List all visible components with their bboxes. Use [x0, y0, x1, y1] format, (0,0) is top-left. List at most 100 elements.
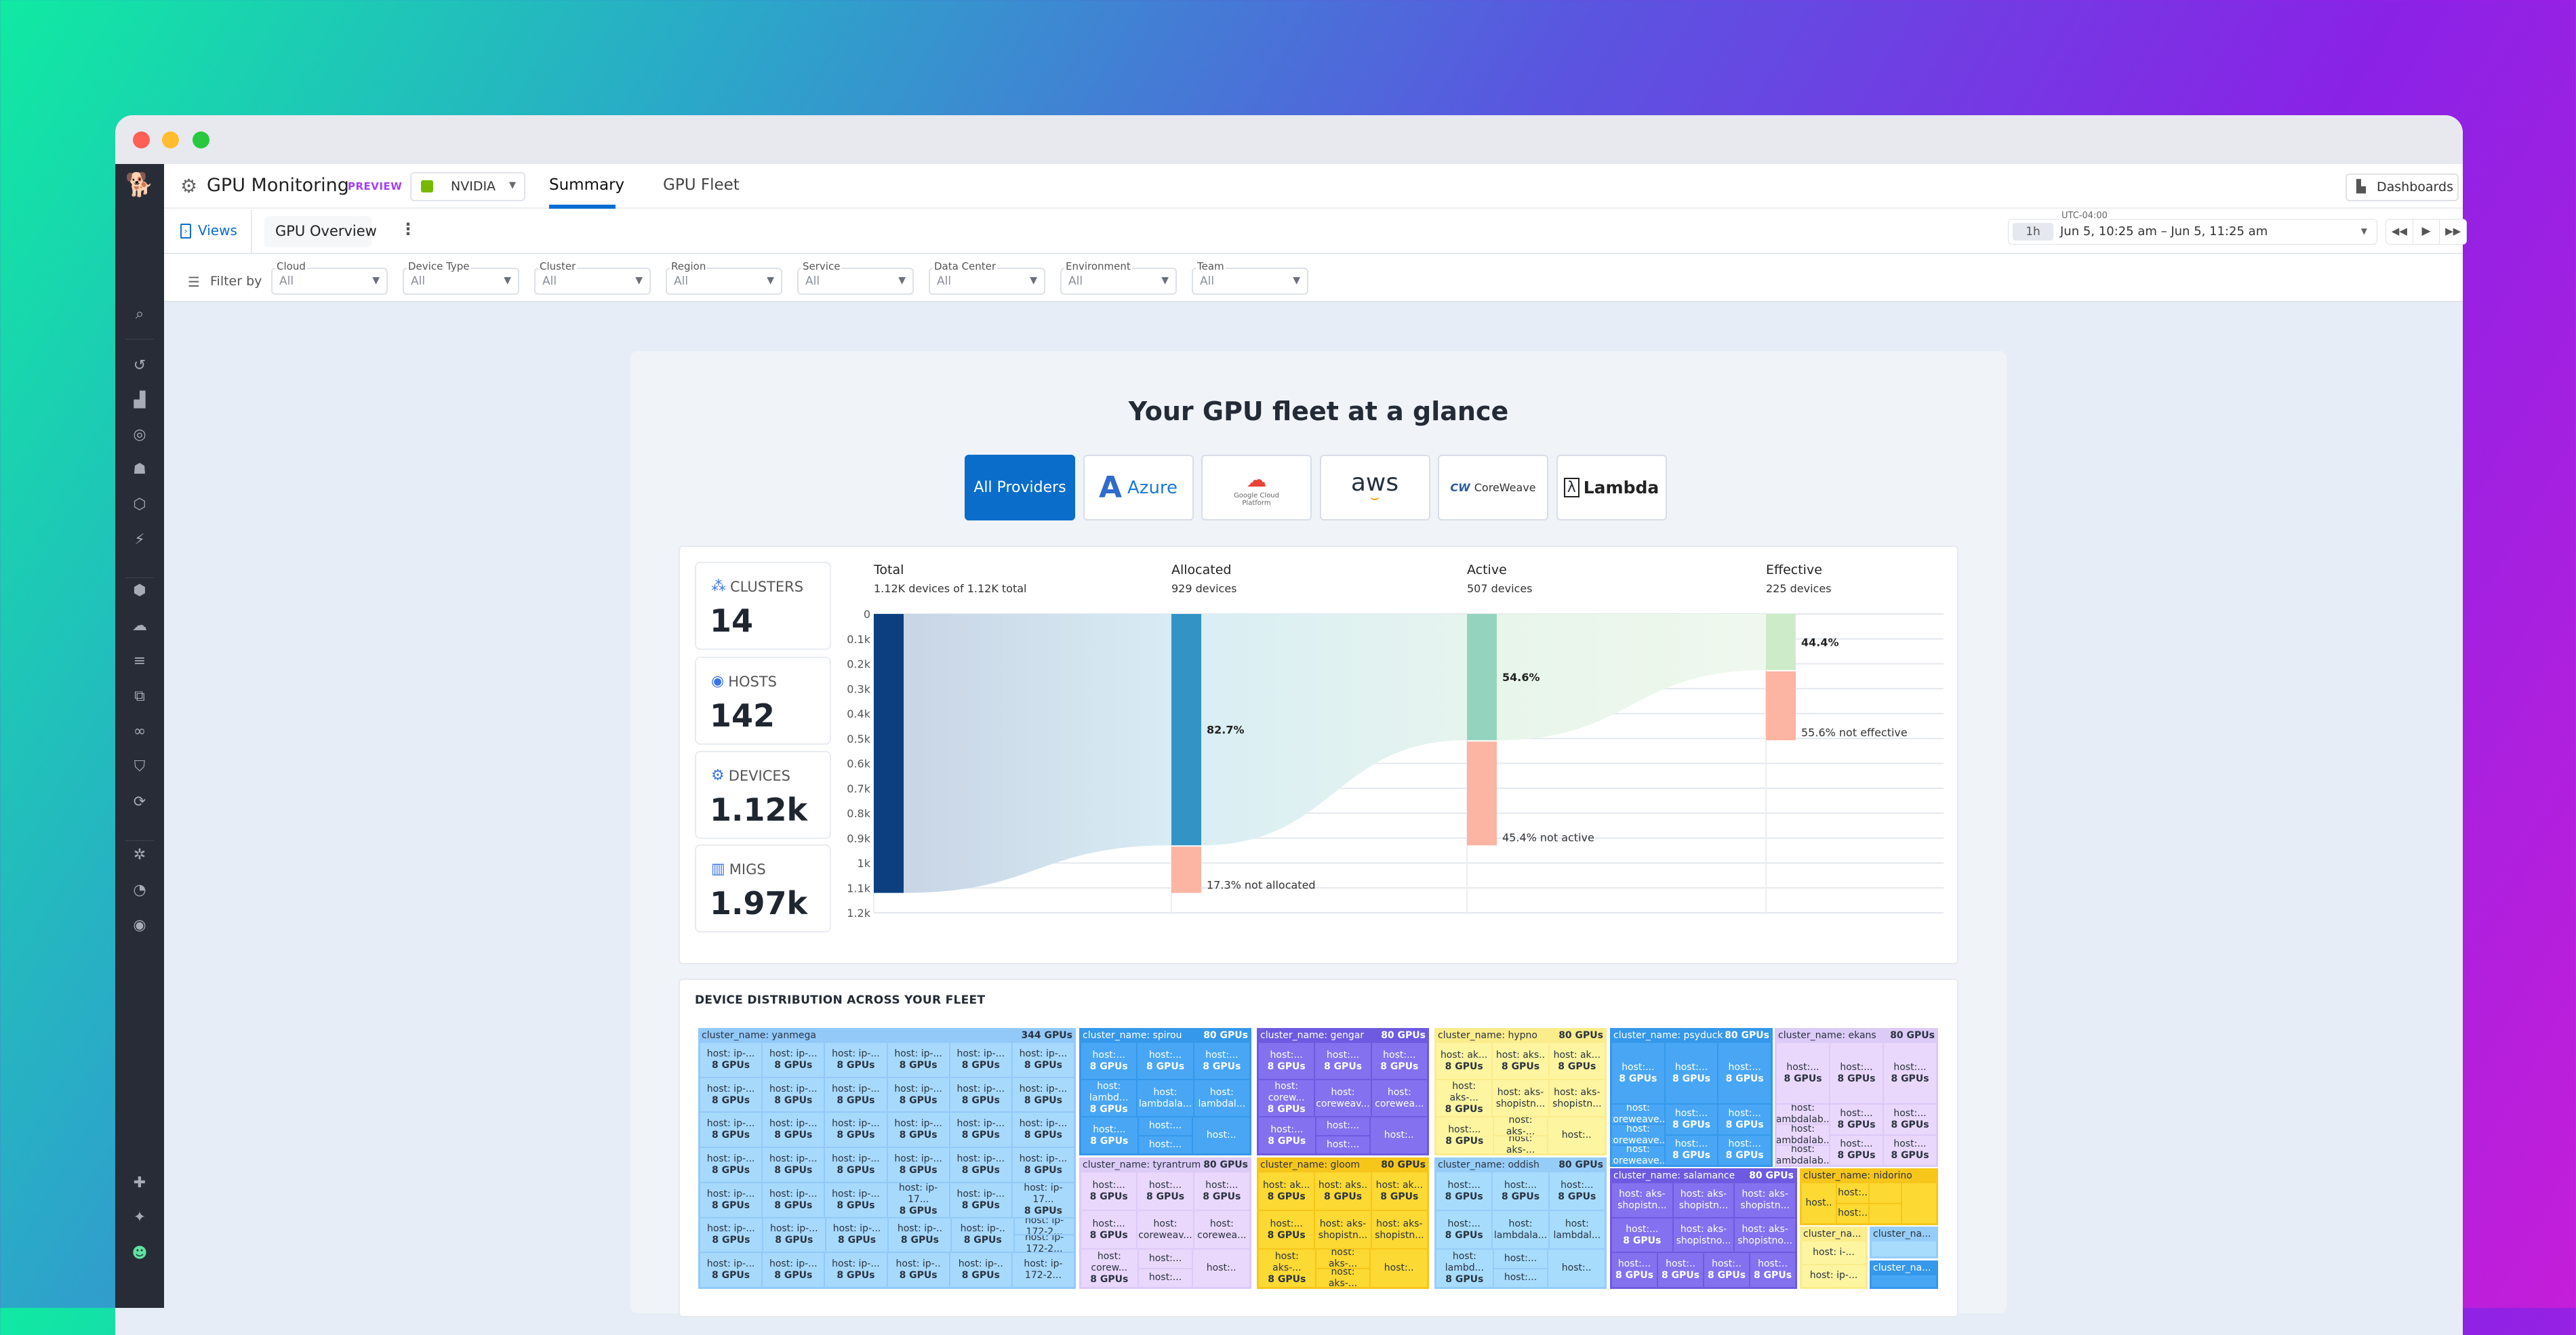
host-cell[interactable]: host:...	[1138, 1269, 1192, 1287]
host-cell[interactable]: host:... 8 GPUs	[1138, 1043, 1193, 1079]
host-group[interactable]: host:... 8 GPUs host:... 8 GPUs	[1830, 1105, 1883, 1165]
host-cell[interactable]: host: aks-...	[1493, 1136, 1548, 1153]
cluster-tile[interactable]: cluster_name: gloom 80 GPUs host: ak... 8 G…	[1257, 1157, 1429, 1289]
host-cell[interactable]	[1872, 1241, 1936, 1256]
provider-all-providers-button[interactable]: All Providers	[965, 455, 1075, 520]
provider-coreweave-button[interactable]: CW CoreWeave	[1438, 455, 1548, 520]
host-cell[interactable]: host: ip-... 8 GPUs	[700, 1148, 762, 1182]
host-cell[interactable]: host:... 8 GPUs	[1665, 1043, 1718, 1103]
host-cell[interactable]: host: ip-17... 8 GPUs	[1012, 1183, 1074, 1217]
host-cell[interactable]: host: ak... 8 GPUs	[1371, 1172, 1427, 1210]
host-cell[interactable]: host: ip-... 8 GPUs	[700, 1253, 762, 1288]
avatar-icon[interactable]: ☻	[132, 1245, 148, 1262]
host-cell[interactable]: host: ip-... 8 GPUs	[700, 1077, 762, 1112]
filter-region[interactable]: All ▼	[666, 268, 782, 295]
security-icon[interactable]: ⛉	[134, 758, 146, 775]
host-cell[interactable]: host:..	[1193, 1250, 1250, 1287]
host-cell[interactable]: host:... 8 GPUs	[1138, 1172, 1193, 1210]
host-cell[interactable]: host:... 8 GPUs	[1612, 1218, 1672, 1252]
host-cell[interactable]: host:... 8 GPUs	[1081, 1117, 1138, 1153]
host-cell[interactable]: host: ip-... 8 GPUs	[763, 1253, 824, 1288]
host-cell[interactable]: host: ip-... 8 GPUs	[825, 1253, 887, 1288]
bolt-icon[interactable]: ⚡	[134, 531, 145, 548]
host-cell[interactable]: host: aks-shopistno...	[1735, 1218, 1796, 1252]
host-cell[interactable]: host: corew... 8 GPUs	[1081, 1250, 1138, 1287]
host-cell[interactable]: host:..	[1193, 1117, 1250, 1153]
integration-icon[interactable]: ∞	[133, 723, 146, 740]
host-cell[interactable]: host: aks-...	[1493, 1117, 1548, 1135]
filter-service[interactable]: All ▼	[797, 268, 914, 295]
host-cell[interactable]: host:... 8 GPUs	[1194, 1172, 1249, 1210]
cluster-tile[interactable]: cluster_name: ekans 80 GPUs host:... 8 GPUs…	[1775, 1028, 1938, 1167]
tab-summary[interactable]: Summary	[549, 176, 625, 194]
host-cell[interactable]: host: ip-.. 8 GPUs	[950, 1253, 1011, 1288]
provider-azure-button[interactable]: A Azure	[1083, 455, 1194, 520]
host-group[interactable]: host: aks-... host: aks-...	[1316, 1250, 1370, 1287]
host-cell[interactable]: host:... 8 GPUs	[1665, 1105, 1718, 1134]
host-cell[interactable]: host: aks-shopistn...	[1371, 1211, 1427, 1248]
host-cell[interactable]: host: aks.. 8 GPUs	[1315, 1172, 1371, 1210]
host-cell[interactable]: host:... 8 GPUs	[1081, 1043, 1137, 1079]
host-cell[interactable]: host:...	[1493, 1250, 1548, 1268]
host-cell[interactable]: host:...	[1138, 1250, 1192, 1268]
host-cell[interactable]: host: aks-shopistn...	[1735, 1183, 1796, 1217]
host-cell[interactable]: host: lambd... 8 GPUs	[1436, 1250, 1493, 1287]
host-cell[interactable]: host:... 8 GPUs	[1194, 1043, 1249, 1079]
host-cell[interactable]: host: ip-... 8 GPUs	[825, 1183, 887, 1217]
host-group[interactable]: host: ip-172-2... host: ip-172-2...	[1015, 1218, 1074, 1252]
host-cell[interactable]: host: corewea...	[1194, 1211, 1249, 1248]
host-cell[interactable]: host: ip-... 8 GPUs	[825, 1077, 887, 1112]
cluster-tile[interactable]: cluster_name: nidorino host.. host:.. host:…	[1800, 1168, 1938, 1225]
host-cell[interactable]: host: ip-172-2...	[1015, 1218, 1074, 1235]
host-cell[interactable]: host: aks-shopistn...	[1612, 1183, 1672, 1217]
host-cell[interactable]: host:... 8 GPUs	[1371, 1043, 1427, 1079]
host-cell[interactable]: host: ip-... 8 GPUs	[825, 1148, 887, 1182]
apm-icon[interactable]: ⧉	[134, 688, 145, 705]
host-cell[interactable]: host:... 8 GPUs	[1081, 1172, 1137, 1210]
host-cell[interactable]: host: ip-... 8 GPUs	[1012, 1113, 1074, 1147]
host-cell[interactable]: host: ip-... 8 GPUs	[763, 1077, 824, 1112]
host-cell[interactable]: host: coreweave...	[1612, 1145, 1664, 1165]
host-cell[interactable]: host: lambdalab...	[1777, 1105, 1829, 1124]
host-cell[interactable]: host:... 8 GPUs	[1493, 1172, 1548, 1210]
rewind-icon[interactable]: ◀◀	[2386, 220, 2413, 244]
host-cell[interactable]: host: ip-... 8 GPUs	[1012, 1148, 1074, 1182]
host-cell[interactable]: host:...	[1493, 1269, 1548, 1287]
host-cell[interactable]: host: ip-... 8 GPUs	[700, 1218, 762, 1252]
tab-gpu-fleet[interactable]: GPU Fleet	[663, 176, 740, 194]
fast-forward-icon[interactable]: ▶▶	[2445, 225, 2461, 237]
host-cell[interactable]: host:...	[1316, 1136, 1370, 1153]
host-cell[interactable]: host:..	[1548, 1117, 1605, 1153]
host-cell[interactable]: host:..	[1371, 1117, 1428, 1153]
host-cell[interactable]: host: aks-shopistn...	[1315, 1211, 1371, 1248]
host-cell[interactable]: host: ak... 8 GPUs	[1259, 1172, 1314, 1210]
host-group[interactable]: host:.. host:..	[1837, 1183, 1868, 1223]
host-cell[interactable]: host: aks-...	[1316, 1250, 1370, 1268]
history-icon[interactable]: ↺	[133, 357, 146, 374]
host-group[interactable]: host:... 8 GPUs host:... 8 GPUs	[1665, 1105, 1718, 1165]
view-name[interactable]: GPU Overview	[264, 216, 377, 247]
host-cell[interactable]: host: ip-... 8 GPUs	[763, 1183, 824, 1217]
host-group[interactable]: host:... host:...	[1493, 1250, 1548, 1287]
host-cell[interactable]: host: lambdal...	[1549, 1211, 1605, 1248]
host-cell[interactable]: host: ip-... 8 GPUs	[887, 1043, 949, 1077]
host-cell[interactable]: host:... 8 GPUs	[1884, 1135, 1936, 1165]
kebab-menu-icon[interactable]: ⋮	[400, 220, 416, 239]
cluster-tile[interactable]: cluster_name: psyduck 80 GPUs host:... 8 GP…	[1610, 1028, 1773, 1167]
datadog-logo-icon[interactable]: 🐕	[125, 171, 155, 199]
host-cell[interactable]: host:... 8 GPUs	[1259, 1117, 1315, 1153]
host-cell[interactable]: host:... 8 GPUs	[1830, 1105, 1883, 1134]
host-cell[interactable]: host: ip-... 8 GPUs	[887, 1113, 949, 1147]
logs-icon[interactable]: ≡	[133, 653, 146, 670]
rum-icon[interactable]: ◉	[133, 917, 146, 934]
host-cell[interactable]: host: lambdalab...	[1777, 1125, 1829, 1145]
host-cell[interactable]: host: ip-... 8 GPUs	[825, 1113, 887, 1147]
sparkle-icon[interactable]: ✦	[133, 1209, 146, 1226]
host-cell[interactable]: host: ip-... 8 GPUs	[763, 1218, 825, 1252]
host-cell[interactable]: host:... 8 GPUs	[1436, 1117, 1493, 1153]
host-group[interactable]: host:... 8 GPUs host:... 8 GPUs	[1884, 1105, 1936, 1165]
host-cell[interactable]: host:... 8 GPUs	[1436, 1172, 1492, 1210]
host-cell[interactable]: host: ip-... 8 GPUs	[950, 1113, 1011, 1147]
host-cell[interactable]: host: ip-... 8 GPUs	[700, 1183, 762, 1217]
dashboards-button[interactable]: ▙ Dashboards	[2346, 173, 2459, 201]
